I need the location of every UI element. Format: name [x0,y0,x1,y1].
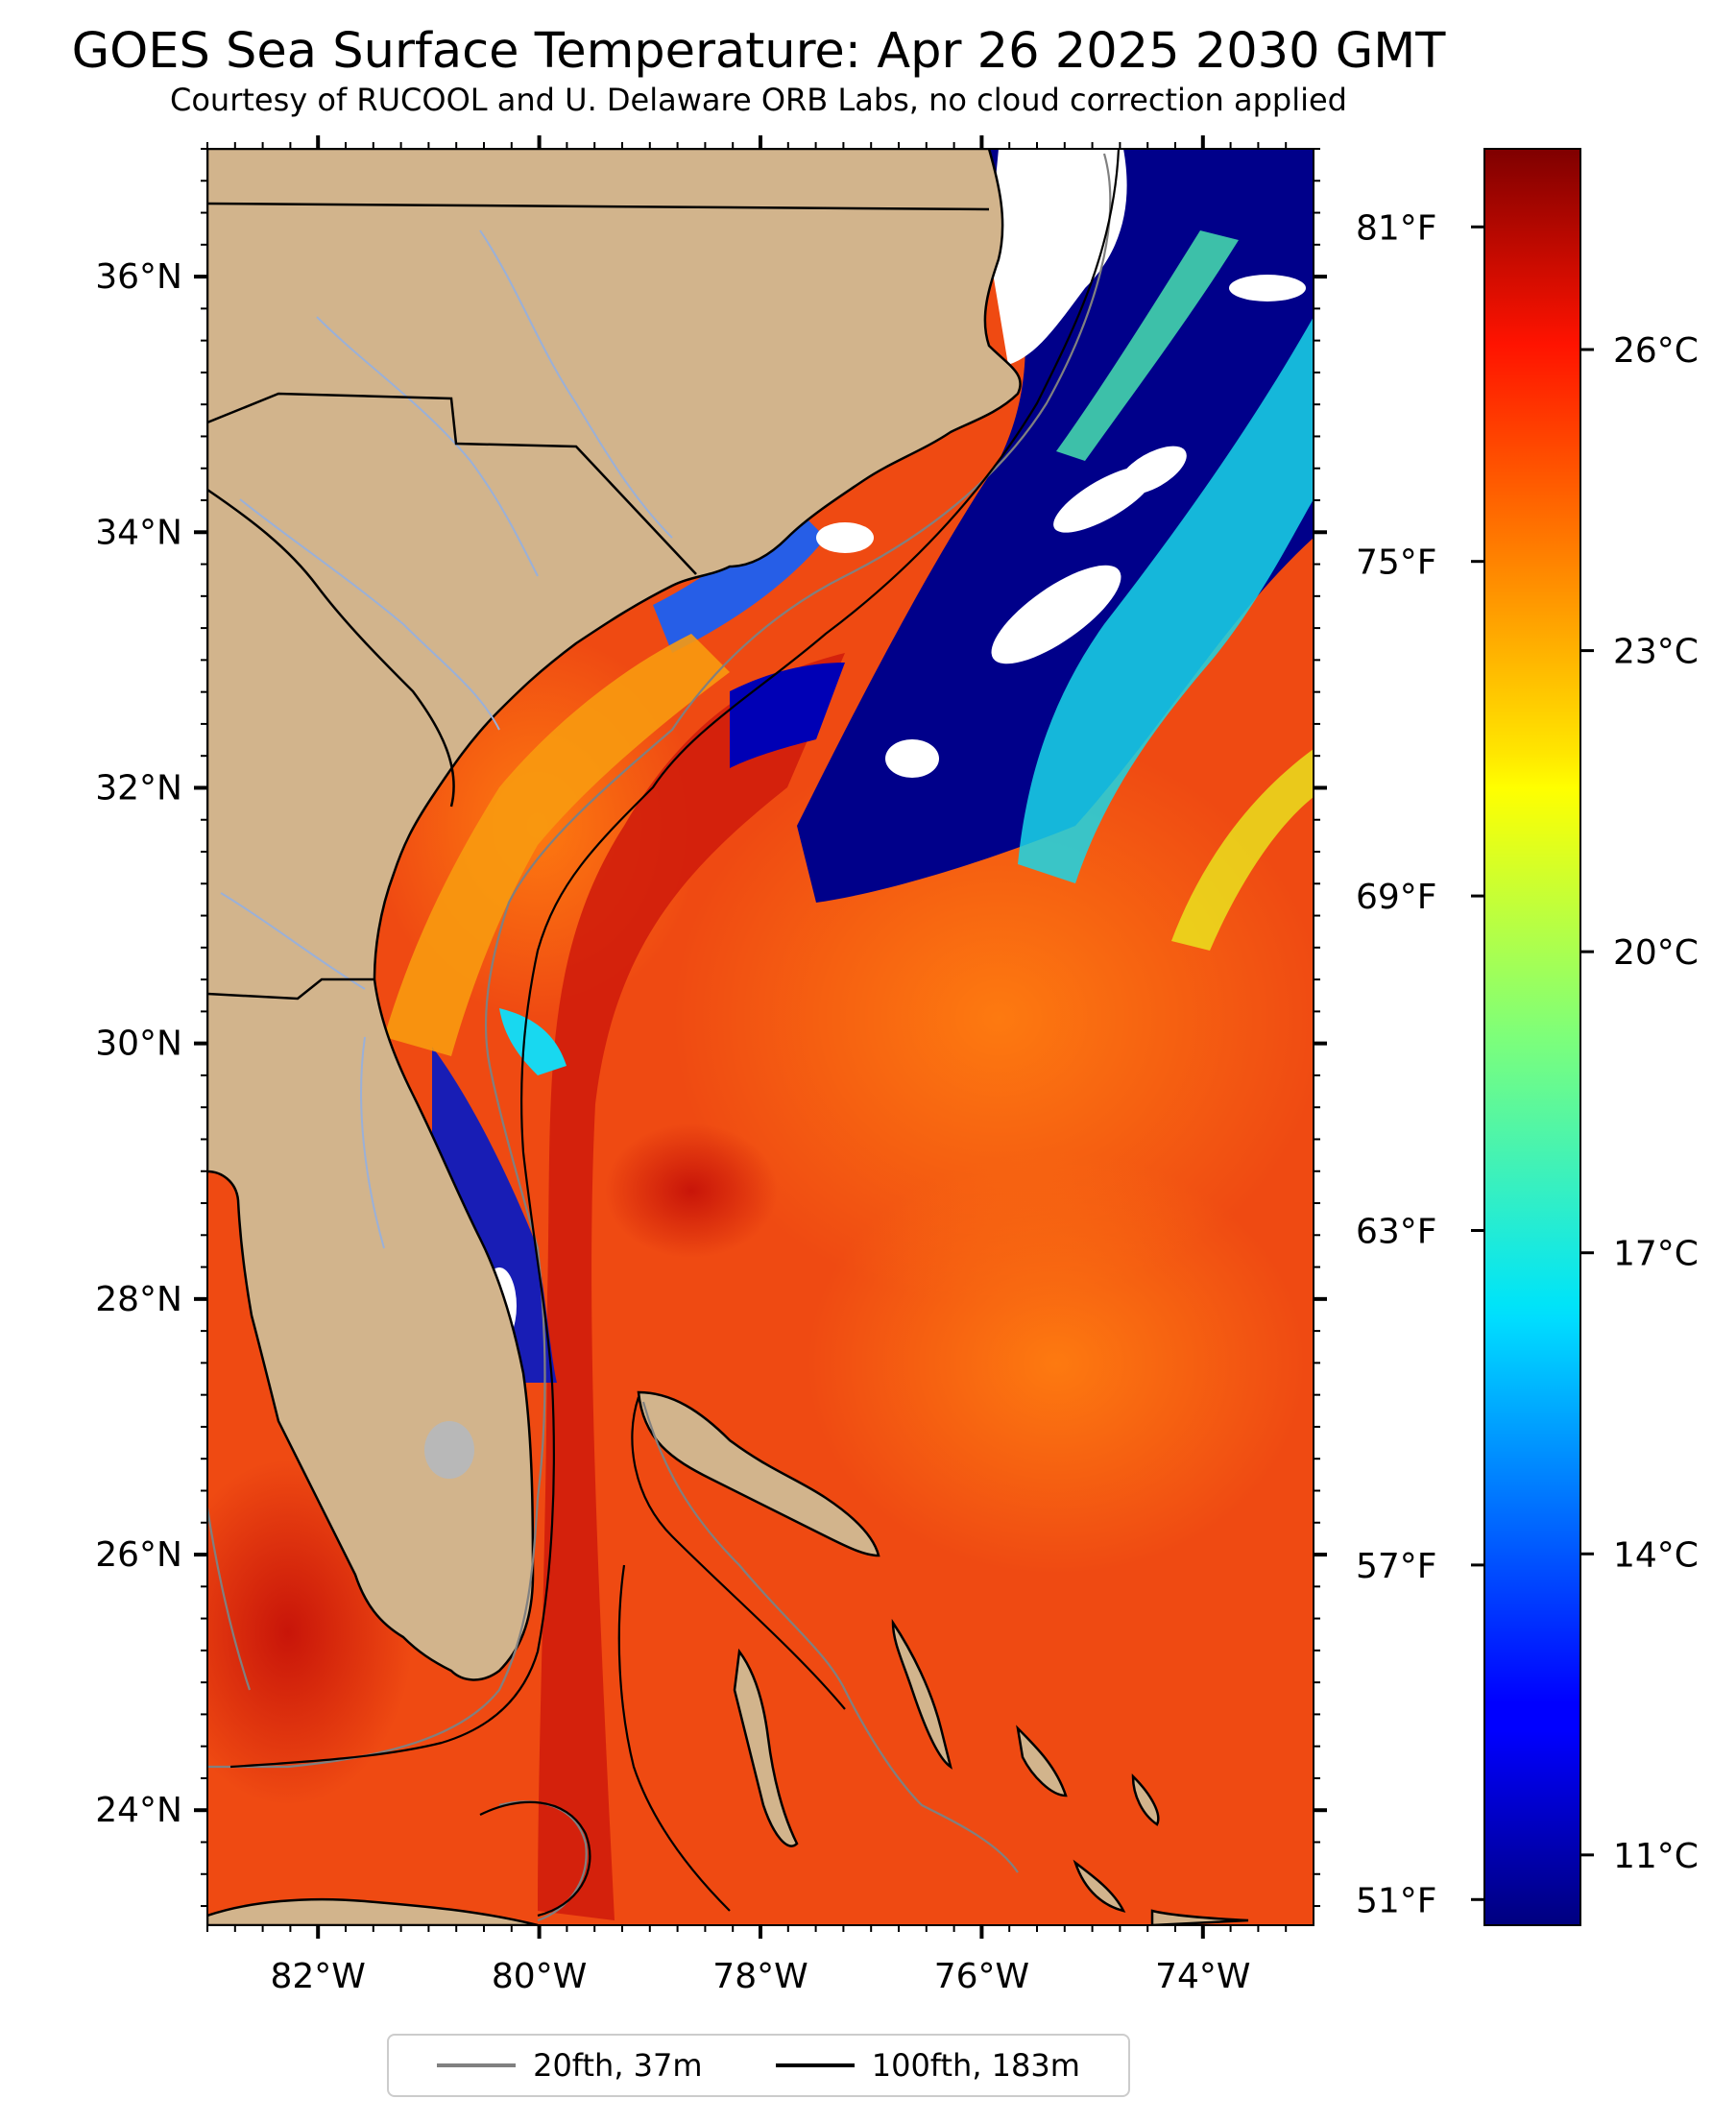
legend-item-20fth: 20fth, 37m [437,2047,703,2084]
minor-ticks [201,142,1320,1932]
colorbar-fahrenheit-label: 51°F [1356,1881,1437,1920]
legend-label-20fth: 20fth, 37m [533,2047,703,2084]
legend-swatch-100fth [775,2063,855,2067]
map-area [207,149,1314,1925]
colorbar-celsius-label: 20°C [1613,933,1699,973]
colorbar-celsius-label: 17°C [1613,1235,1699,1274]
cloud-gap [991,565,1121,664]
lat-tick-label: 30°N [95,1025,182,1064]
lake-okeechobee [424,1421,474,1479]
colorbar-celsius-ticks: 11°C 14°C 17°C 20°C 23°C 26°C [1580,331,1699,1876]
colorbar-fahrenheit-label: 57°F [1356,1547,1437,1586]
lat-tick-label: 34°N [95,513,182,552]
cool-nearshore [432,1047,557,1383]
cloud-gap [1229,275,1306,302]
cloud-gap [885,739,939,778]
colorbar-celsius-label: 11°C [1613,1837,1699,1876]
warm-eddy [807,1152,1306,1575]
cloud-gap [816,522,874,553]
lon-tick-label: 80°W [492,1957,587,1996]
cloud-gap [989,149,1127,365]
lon-tick-label: 76°W [934,1957,1029,1996]
lat-tick-label: 28°N [95,1280,182,1319]
legend-label-100fth: 100fth, 183m [871,2047,1080,2084]
cool-filament [1171,749,1314,951]
contour-legend: 20fth, 37m 100fth, 183m [387,2034,1130,2097]
cloud-gap [1118,446,1187,495]
colorbar [1483,148,1581,1926]
colorbar-fahrenheit-label: 69°F [1356,878,1437,917]
longitude-axis: 82°W 80°W 78°W 76°W 74°W [270,135,1251,1996]
legend-item-100fth: 100fth, 183m [775,2047,1080,2084]
state-borders [207,202,990,1001]
latitude-axis: 24°N 26°N 28°N 30°N 32°N 34°N 36°N [95,257,1327,1830]
isobath-100fth [229,149,1121,1918]
shelf-water [384,634,730,1056]
gulf-stream [538,653,845,1920]
lat-tick-label: 32°N [95,768,182,808]
land-us-coast [207,149,1022,1681]
colorbar-celsius-label: 23°C [1613,633,1699,672]
colorbar-celsius-label: 26°C [1613,331,1699,371]
lat-tick-label: 26°N [95,1535,182,1575]
cool-nearshore [499,1008,567,1075]
lon-tick-label: 82°W [270,1957,365,1996]
colorbar-fahrenheit-label: 75°F [1356,543,1437,583]
cool-filament [1056,230,1239,461]
lon-tick-label: 74°W [1155,1957,1250,1996]
colorbar-fahrenheit-label: 81°F [1356,208,1437,248]
land-cuba [207,1897,539,1925]
cool-filament [1018,317,1314,883]
lat-tick-label: 24°N [95,1791,182,1830]
map-title: GOES Sea Surface Temperature: Apr 26 202… [71,23,1446,80]
colorbar-fahrenheit-ticks: 51°F 57°F 63°F 69°F 75°F 81°F [1356,208,1484,1920]
bahamas-islands [637,1390,1249,1925]
gulf-stream-eddy [605,1123,778,1258]
legend-swatch-20fth [437,2063,517,2067]
lat-tick-label: 36°N [95,257,182,297]
colorbar-celsius-label: 14°C [1613,1535,1699,1575]
cool-nearshore [730,663,845,768]
map-subtitle: Courtesy of RUCOOL and U. Delaware ORB L… [170,82,1347,118]
colorbar-fahrenheit-label: 63°F [1356,1212,1437,1251]
lon-tick-label: 78°W [712,1957,808,1996]
